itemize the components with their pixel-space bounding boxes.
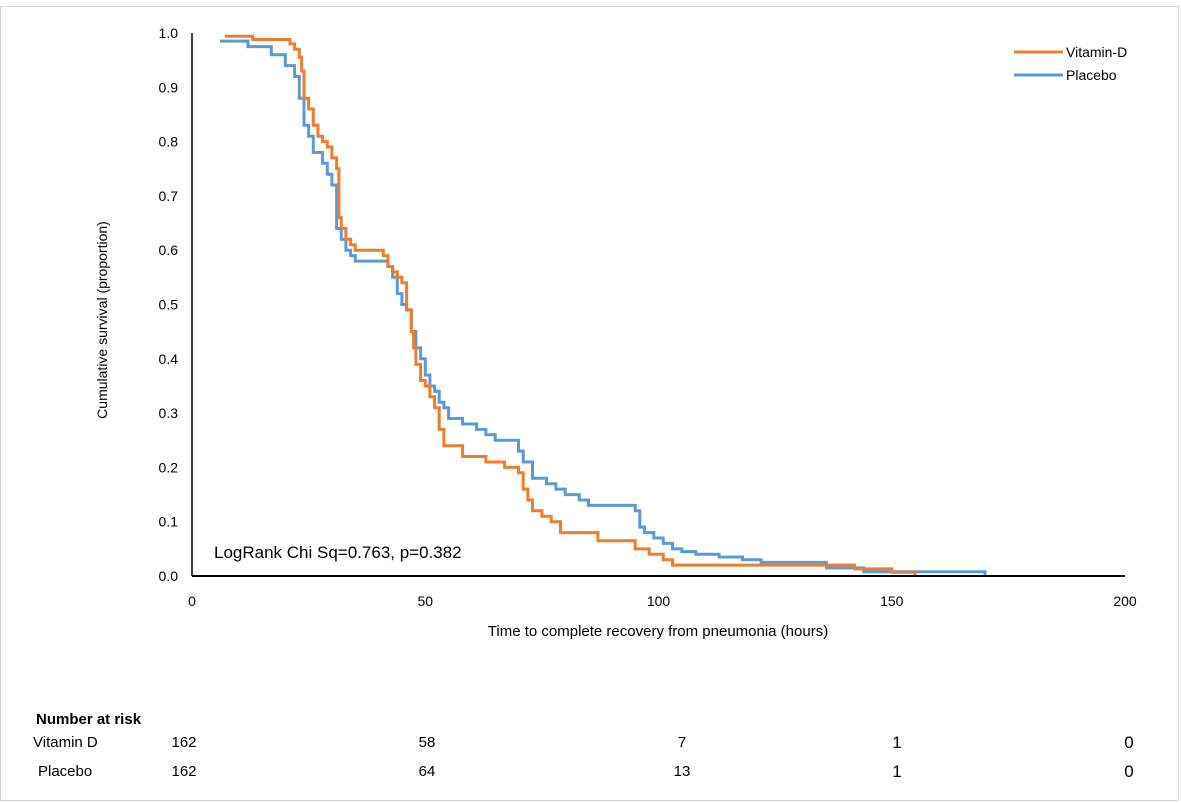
y-tick-label: 0.2 (159, 459, 179, 475)
x-tick-label: 100 (647, 593, 671, 609)
x-tick-label: 200 (1113, 593, 1137, 609)
y-tick-label: 0.0 (159, 568, 179, 584)
x-tick-labels: 0 50 100 150 200 (188, 593, 1137, 609)
y-tick-label: 0.9 (159, 79, 179, 95)
y-tick-label: 0.3 (159, 405, 179, 421)
y-tick-label: 0.7 (159, 188, 179, 204)
legend-label: Placebo (1066, 67, 1117, 83)
figure-frame (0, 6, 1179, 801)
logrank-annotation: LogRank Chi Sq=0.763, p=0.382 (214, 543, 462, 562)
survival-curves (220, 34, 987, 576)
legend: Vitamin-D Placebo (1014, 44, 1127, 83)
x-tick-label: 0 (188, 593, 196, 609)
legend-label: Vitamin-D (1066, 44, 1127, 60)
y-tick-labels: 0.0 0.1 0.2 0.3 0.4 0.5 0.6 0.7 0.8 0.9 1.0 (159, 25, 179, 584)
y-tick-label: 1.0 (159, 25, 179, 41)
series-line-vitamin-d (224, 34, 917, 576)
y-tick-label: 0.1 (159, 514, 179, 530)
y-tick-label: 0.8 (159, 134, 179, 150)
x-tick-label: 150 (880, 593, 904, 609)
x-tick-label: 50 (417, 593, 433, 609)
y-tick-label: 0.6 (159, 242, 179, 258)
y-tick-label: 0.4 (159, 351, 179, 367)
y-tick-label: 0.5 (159, 297, 179, 313)
series-line-placebo (220, 39, 987, 576)
x-axis-title: Time to complete recovery from pneumonia… (488, 623, 828, 640)
y-axis-title: Cumulative survival (proportion) (94, 221, 110, 419)
